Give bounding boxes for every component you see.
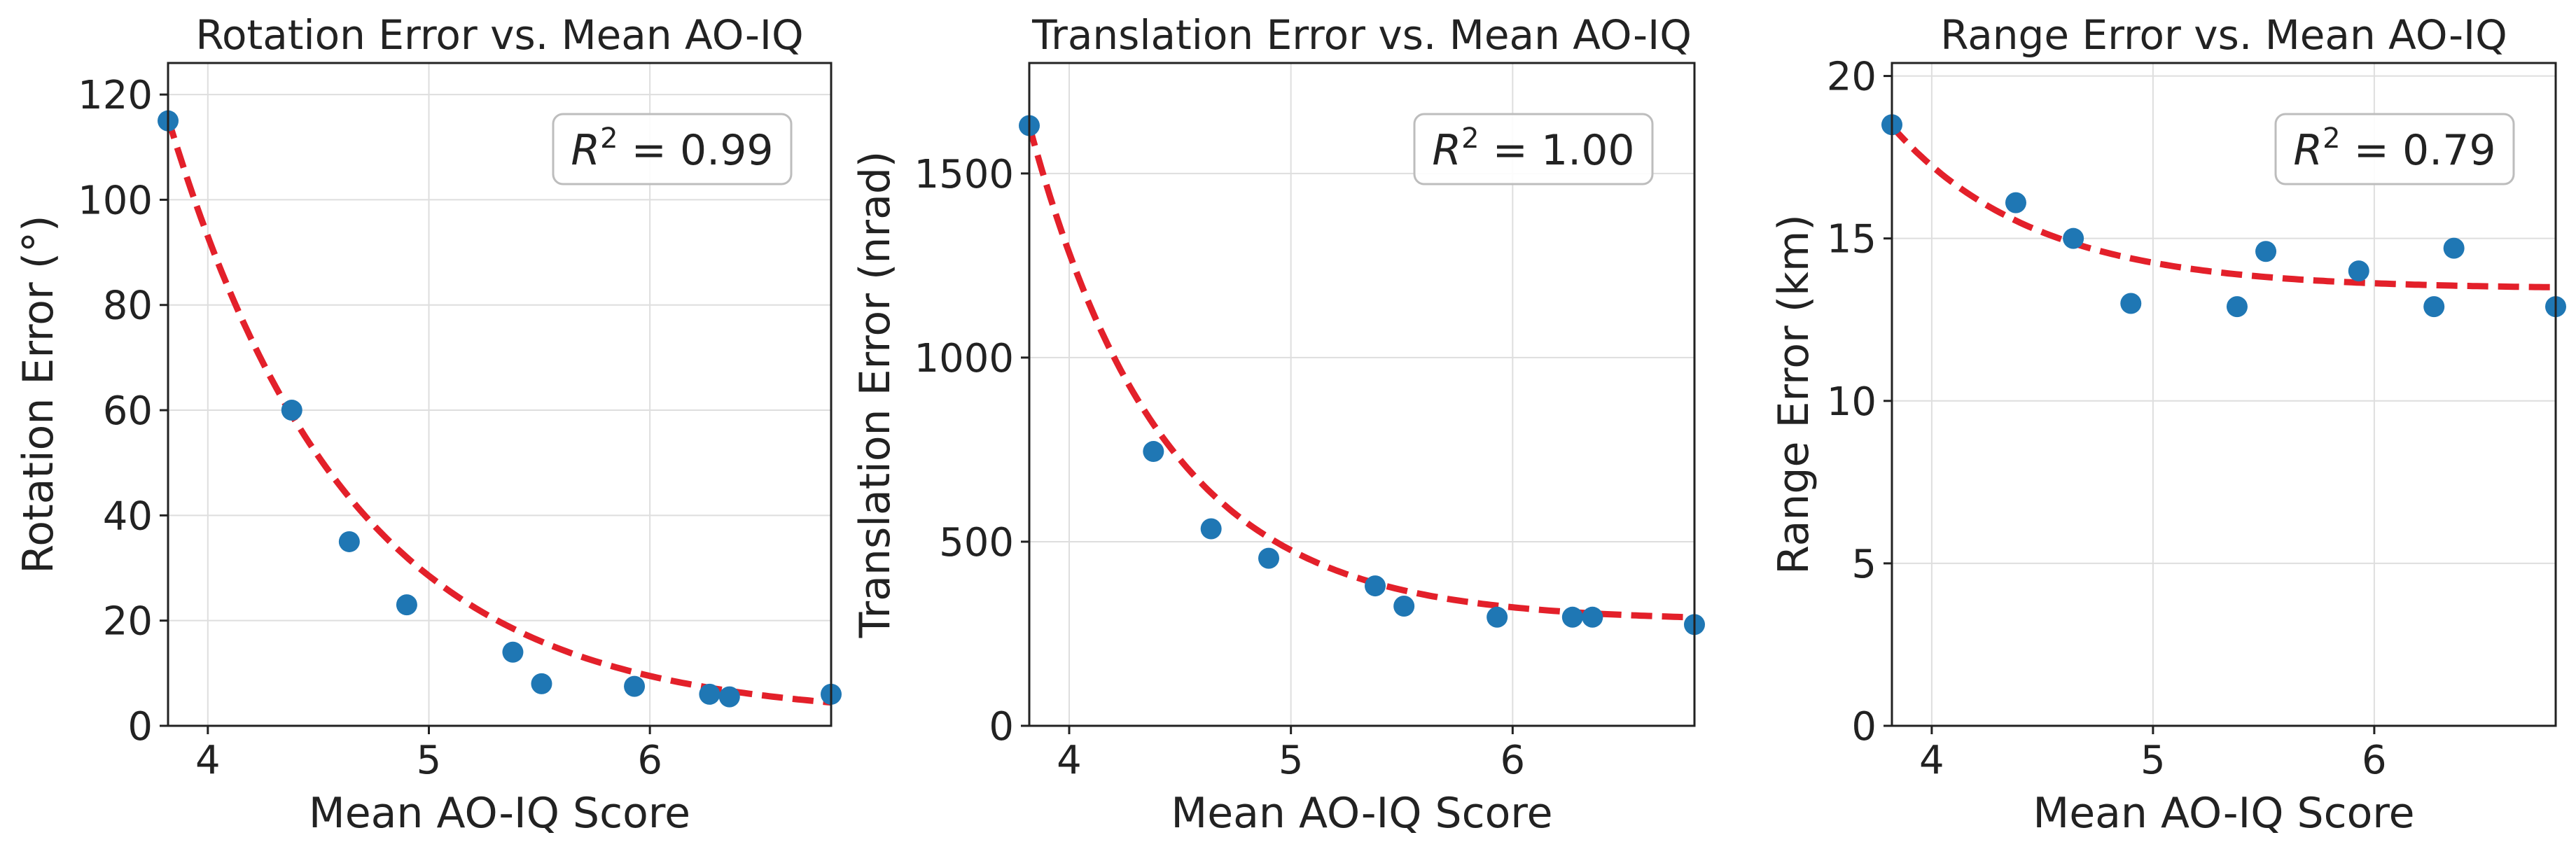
y-tick-label: 1000 (914, 336, 1014, 381)
data-point (338, 531, 360, 552)
x-tick-label: 4 (1919, 738, 1944, 783)
fit-curve (1029, 125, 1694, 621)
chart-title: Range Error vs. Mean AO-IQ (1940, 11, 2507, 59)
chart-title: Translation Error vs. Mean AO-IQ (1031, 11, 1692, 59)
data-point (1393, 596, 1415, 617)
y-tick-label: 0 (127, 704, 153, 750)
y-tick-label: 5 (1851, 542, 1877, 587)
y-tick-label: 100 (78, 178, 153, 223)
x-axis-label: Mean AO-IQ Score (2033, 789, 2414, 838)
y-tick-label: 10 (1827, 379, 1877, 425)
data-point (396, 594, 417, 616)
data-point (1582, 606, 1603, 628)
data-point (2120, 293, 2142, 314)
x-axis-label: Mean AO-IQ Score (1171, 789, 1552, 838)
x-tick-label: 6 (1501, 738, 1526, 783)
fit-curve (168, 117, 831, 706)
data-point (624, 675, 646, 697)
y-tick-label: 20 (103, 599, 153, 645)
y-tick-label: 500 (939, 520, 1014, 566)
y-tick-label: 0 (1851, 704, 1877, 750)
y-tick-label: 120 (78, 73, 153, 118)
data-point (531, 673, 552, 694)
y-axis-label: Rotation Error (°) (14, 215, 63, 573)
r2-annotation-box (2274, 113, 2515, 185)
data-point (502, 641, 524, 663)
data-point (1487, 606, 1508, 628)
x-tick-label: 5 (2140, 738, 2166, 783)
data-point (2005, 192, 2026, 213)
y-tick-label: 15 (1827, 217, 1877, 262)
y-tick-label: 20 (1827, 55, 1877, 100)
y-tick-label: 1500 (914, 152, 1014, 197)
x-tick-label: 5 (1279, 738, 1304, 783)
y-axis-label: Translation Error (nrad) (851, 151, 900, 639)
x-tick-label: 5 (417, 738, 442, 783)
x-tick-label: 4 (1057, 738, 1082, 783)
data-point (2063, 227, 2084, 249)
data-point (718, 686, 740, 708)
data-point (2423, 296, 2445, 318)
y-tick-label: 40 (103, 493, 153, 539)
data-point (2443, 237, 2465, 259)
data-point (2255, 241, 2277, 262)
r2-annotation: R2 = 0.79 (2293, 122, 2495, 175)
r2-annotation-box (552, 113, 793, 185)
r2-annotation-box (1413, 113, 1654, 185)
data-point (2226, 296, 2248, 318)
x-axis-label: Mean AO-IQ Score (309, 789, 690, 838)
y-tick-label: 0 (989, 704, 1014, 750)
chart-panel-3: 4 5 6 0 5 10 15 20 Range Error vs. Mean AO-IQ Mea… (1769, 11, 2566, 838)
axes-frame (167, 62, 833, 727)
data-point (699, 683, 720, 705)
x-tick-label: 6 (2362, 738, 2387, 783)
y-tick-label: 60 (103, 388, 153, 434)
data-point (1561, 606, 1583, 628)
y-tick-label: 80 (103, 283, 153, 329)
data-point (281, 400, 302, 421)
axes-frame (1891, 62, 2557, 727)
y-axis-label: Range Error (km) (1769, 214, 1818, 575)
x-tick-label: 6 (637, 738, 662, 783)
data-point (1258, 547, 1279, 569)
x-tick-label: 4 (195, 738, 221, 783)
data-point (1365, 575, 1386, 597)
data-point (2348, 260, 2369, 282)
axes-frame (1028, 62, 1696, 727)
chart-title: Rotation Error vs. Mean AO-IQ (195, 11, 803, 59)
r2-annotation: R2 = 0.99 (571, 122, 773, 175)
data-point (1143, 441, 1164, 463)
data-point (1200, 518, 1222, 540)
r2-annotation: R2 = 1.00 (1432, 122, 1634, 175)
chart-panel-2: 4 5 6 0 500 1000 1500 Translation Error vs. Mea… (851, 11, 1705, 838)
fit-curve (1892, 124, 2556, 290)
